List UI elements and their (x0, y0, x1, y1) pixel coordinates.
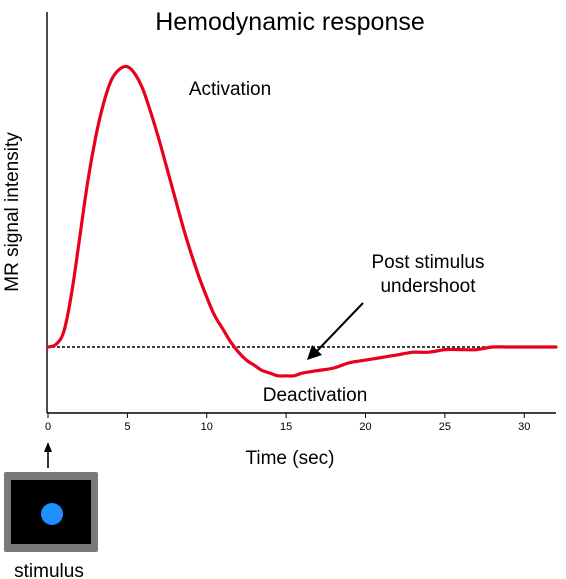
annotation-activation: Activation (189, 79, 271, 100)
undershoot-arrow-line (315, 302, 364, 353)
x-ticks: 0 5 10 15 20 25 30 (45, 413, 530, 433)
hemodynamic-response-curve (46, 64, 558, 378)
x-axis-label: Time (sec) (245, 448, 334, 469)
annotation-undershoot-line2: undershoot (380, 276, 476, 297)
annotation-deactivation: Deactivation (263, 385, 368, 406)
chart-title: Hemodynamic response (155, 8, 425, 36)
x-tick-label: 25 (439, 421, 451, 433)
stimulus-label: stimulus (14, 561, 84, 579)
y-axis-label: MR signal intensity (2, 132, 23, 292)
x-tick-label: 30 (518, 421, 530, 433)
x-tick-label: 20 (359, 421, 371, 433)
undershoot-arrow-head (307, 345, 322, 360)
x-tick-label: 15 (280, 421, 292, 433)
curve-points (47, 65, 558, 377)
stimulus-dot-icon (41, 503, 63, 525)
stimulus-arrow-head (44, 442, 52, 452)
annotation-undershoot-line1: Post stimulus (372, 252, 485, 273)
x-tick-label: 5 (124, 421, 130, 433)
x-tick-label: 10 (201, 421, 213, 433)
x-tick-label: 0 (45, 421, 51, 433)
